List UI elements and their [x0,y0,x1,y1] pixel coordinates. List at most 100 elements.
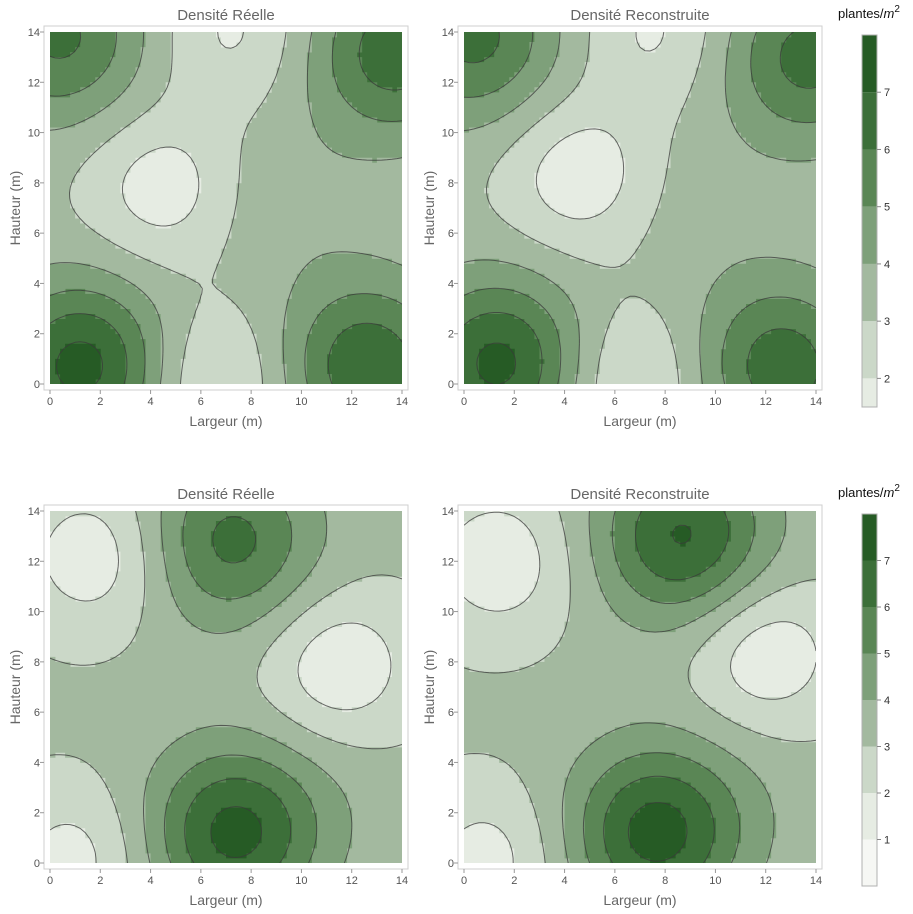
contour-line-4 [464,32,816,384]
contour-band [584,511,757,863]
colorbar-swatch [862,92,877,150]
y-tick-label: 12 [442,77,454,89]
contour-band [210,807,262,859]
y-tick-label: 12 [442,556,454,568]
contour-band [464,32,816,384]
y-tick-label: 4 [34,757,40,769]
panel-real-density-top: Densité Réelle 0 2 4 6 8 10 12 14 0 2 4 6 8 10 12 14 La… [7,7,409,429]
contour-band [185,516,292,863]
y-tick-label: 6 [34,707,40,719]
y-tick-label: 6 [448,228,454,240]
x-tick-label: 2 [97,875,103,887]
contour-band [50,516,393,863]
contour-plot [464,32,816,384]
contour-line-3 [50,511,402,863]
contour-line-2 [535,32,665,220]
colorbar-tick-label: 7 [884,87,890,99]
x-tick-label: 2 [97,396,103,408]
contour-line-7 [627,524,692,862]
contour-plot [464,511,816,863]
y-tick-label: 14 [28,506,40,518]
panel-title: Densité Reconstruite [570,486,709,503]
contour-band [464,511,816,863]
x-tick-label: 8 [248,875,254,887]
y-tick-label: 10 [442,128,454,140]
y-tick-label: 6 [34,228,40,240]
panel-title: Densité Réelle [177,486,275,503]
y-axis-label: Hauteur (m) [421,171,437,246]
colorbar-swatch [862,700,877,747]
colorbar-top: plantes/m2 2 3 4 5 6 7 [838,4,900,408]
x-tick-label: 12 [760,875,772,887]
y-tick-label: 0 [448,379,454,391]
x-tick-label: 6 [612,875,618,887]
x-tick-label: 8 [248,396,254,408]
colorbar-swatch [862,607,877,654]
contour-line-5 [582,511,755,863]
y-axis-label: Hauteur (m) [7,171,23,246]
contour-line-7 [56,341,103,384]
colorbar-frame [861,34,878,408]
contour-band [50,511,402,863]
colorbar-swatch [862,263,877,322]
y-tick-label: 10 [442,607,454,619]
colorbar-tick-label: 6 [884,144,890,156]
x-tick-label: 10 [709,875,721,887]
x-tick-label: 10 [709,396,721,408]
contour-line-4 [561,511,787,863]
colorbar-unit: plantes/m2 [838,483,900,500]
y-tick-label: 0 [448,858,454,870]
colorbar-tick-label: 2 [884,373,890,385]
contour-band [464,32,816,384]
y-tick-label: 10 [28,128,40,140]
axes: 0 2 4 6 8 10 12 14 0 2 4 6 8 10 12 14 [442,506,822,887]
x-axis-label: Largeur (m) [189,413,262,429]
axes: 0 2 4 6 8 10 12 14 0 2 4 6 8 10 12 14 [442,27,822,408]
y-axis-label: Hauteur (m) [421,650,437,725]
x-tick-label: 0 [47,396,53,408]
x-tick-label: 6 [198,396,204,408]
x-tick-label: 6 [612,396,618,408]
x-tick-label: 4 [148,396,154,408]
colorbar-unit: plantes/m2 [838,4,900,21]
y-tick-label: 14 [442,506,454,518]
y-axis-label: Hauteur (m) [7,650,23,725]
contour-line-5 [464,32,816,384]
contour-band [50,511,402,863]
panel-reconstructed-density-bottom: Densité Reconstruite 0 2 4 6 8 10 12 14 0 2 4 6 8 10 1… [421,486,823,908]
x-tick-label: 4 [148,875,154,887]
x-tick-label: 14 [810,875,822,887]
x-tick-label: 0 [461,396,467,408]
contour-band [165,511,317,863]
y-tick-label: 4 [448,757,454,769]
contour-band [629,526,691,863]
x-tick-label: 14 [396,875,408,887]
contour-line-7 [210,806,262,858]
contour-line-6 [50,32,402,384]
contour-band [70,32,287,384]
colorbar-tick-label: 6 [884,602,890,614]
contour-band [604,511,731,863]
contour-band [50,32,402,384]
contour-band [120,32,242,229]
colorbar-swatch [862,793,877,840]
colorbar-swatch [862,206,877,264]
panel-reconstructed-density-top: Densité Reconstruite 0 2 4 6 8 10 12 14 0 2 4 6 8 10 1… [421,7,823,429]
y-tick-label: 8 [34,657,40,669]
colorbar-tick-label: 3 [884,742,890,754]
contour-line-4 [143,511,353,863]
contour-band [55,343,101,384]
contour-band [534,32,666,219]
x-axis-label: Largeur (m) [189,892,262,908]
colorbar-swatch [862,321,877,379]
colorbar-scale: 1 2 3 4 5 6 7 [861,513,890,887]
y-tick-label: 8 [448,178,454,190]
x-tick-label: 12 [760,396,772,408]
y-tick-label: 2 [34,329,40,341]
x-tick-label: 0 [47,875,53,887]
colorbar-tick-label: 5 [884,649,890,661]
y-tick-label: 0 [34,379,40,391]
plot-frame [43,25,409,391]
colorbar-tick-label: 3 [884,316,890,328]
colorbar-tick-label: 7 [884,556,890,568]
